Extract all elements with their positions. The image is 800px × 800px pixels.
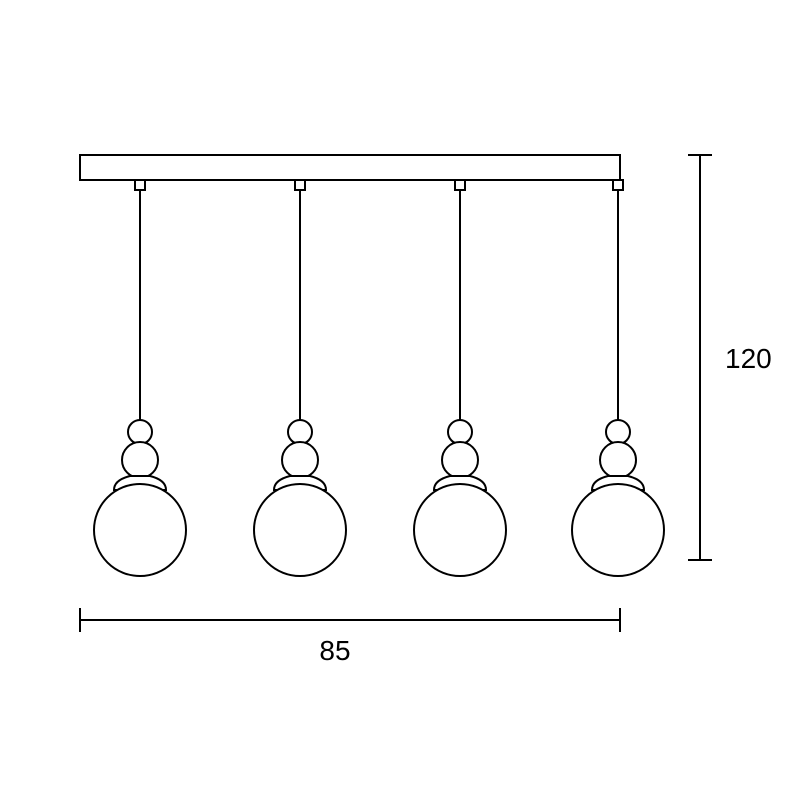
pendant: [94, 180, 186, 576]
pendant-bead-medium: [600, 442, 636, 478]
pendant-bead-small: [128, 420, 152, 444]
pendant-lamp-diagram: 85 120: [0, 0, 800, 800]
dimension-width-label: 85: [319, 635, 350, 666]
pendant-bead-small: [288, 420, 312, 444]
pendant-bead-small: [606, 420, 630, 444]
pendant-connector: [455, 180, 465, 190]
pendant-globe: [414, 484, 506, 576]
dimension-height: 120: [688, 155, 772, 560]
pendant-bead-medium: [442, 442, 478, 478]
pendant: [254, 180, 346, 576]
pendant-bead-medium: [122, 442, 158, 478]
pendant-globe: [254, 484, 346, 576]
ceiling-bar: [80, 155, 620, 180]
pendant: [414, 180, 506, 576]
pendant-connector: [613, 180, 623, 190]
dimension-height-label: 120: [725, 343, 772, 374]
pendant-bead-small: [448, 420, 472, 444]
dimension-width: 85: [80, 608, 620, 666]
pendant-connector: [295, 180, 305, 190]
pendant-globe: [572, 484, 664, 576]
pendant: [572, 180, 664, 576]
pendant-group: [94, 180, 664, 576]
pendant-globe: [94, 484, 186, 576]
pendant-bead-medium: [282, 442, 318, 478]
pendant-connector: [135, 180, 145, 190]
